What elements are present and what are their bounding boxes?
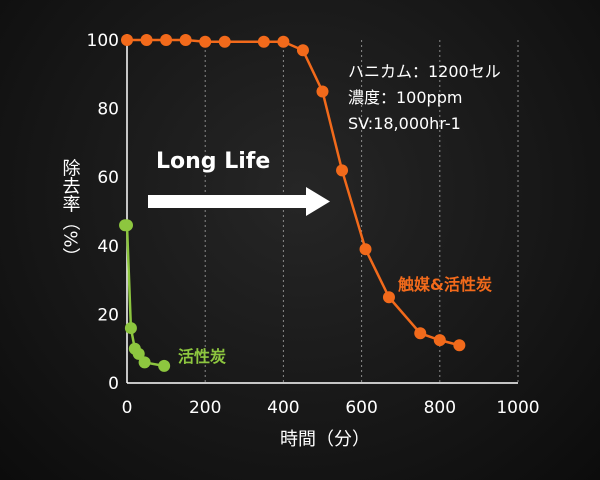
y-tick-20: 20: [97, 305, 119, 325]
x-axis-label: 時間（分）: [280, 429, 370, 450]
data-point-0-4: [199, 35, 212, 48]
data-point-1-6: [158, 359, 171, 372]
condition-honeycomb: ハニカム：1200セル: [348, 62, 501, 81]
y-tick-80: 80: [97, 100, 119, 120]
series-label-catalyst: 触媒&活性炭: [397, 275, 492, 294]
series-1: [119, 219, 171, 372]
data-point-0-1: [140, 34, 153, 46]
series-0: [121, 34, 466, 352]
data-point-1-2: [124, 322, 137, 335]
data-point-1-5: [138, 356, 151, 369]
long-life-arrow-icon: [148, 187, 330, 216]
condition-sv: SV:18,000hr-1: [348, 114, 461, 133]
data-point-0-2: [160, 34, 173, 46]
data-point-0-6: [257, 35, 270, 48]
data-point-0-5: [218, 35, 231, 48]
x-tick-200: 200: [189, 398, 221, 418]
data-point-0-8: [296, 44, 309, 57]
data-point-0-7: [277, 35, 290, 48]
x-tick-400: 400: [267, 398, 299, 418]
data-point-0-3: [179, 34, 192, 46]
series-label-carbon: 活性炭: [178, 347, 226, 366]
series-layer: [119, 34, 466, 372]
series-line-0: [127, 38, 460, 347]
conditions-note: ハニカム：1200セル 濃度：100ppm SV:18,000hr-1: [348, 62, 501, 133]
data-point-0-0: [121, 34, 133, 46]
x-tick-1000: 1000: [496, 398, 539, 418]
condition-concentration: 濃度：100ppm: [348, 88, 462, 107]
grid-lines: [204, 40, 519, 383]
x-tick-labels: 0 200 400 600 800 1000: [122, 398, 540, 418]
y-tick-40: 40: [97, 237, 119, 257]
data-point-1-1: [121, 219, 133, 232]
y-tick-100: 100: [87, 31, 119, 51]
y-tick-60: 60: [97, 168, 119, 188]
data-point-0-13: [414, 327, 427, 340]
y-axis-label-group: 除去率（%）: [60, 158, 81, 265]
data-point-0-15: [453, 339, 466, 352]
data-point-0-14: [433, 334, 446, 347]
data-point-0-9: [316, 85, 329, 98]
data-point-1-4: [132, 347, 145, 360]
x-tick-0: 0: [122, 398, 133, 418]
x-tick-800: 800: [424, 398, 456, 418]
data-point-0-10: [336, 164, 349, 177]
y-tick-0: 0: [108, 374, 119, 394]
data-point-0-11: [359, 243, 372, 256]
x-tick-600: 600: [345, 398, 377, 418]
y-tick-labels: 0 20 40 60 80 100: [87, 31, 119, 394]
data-point-0-12: [382, 291, 395, 304]
long-life-label: Long Life: [156, 149, 270, 174]
y-axis-label: 除去率（%）: [60, 158, 81, 265]
